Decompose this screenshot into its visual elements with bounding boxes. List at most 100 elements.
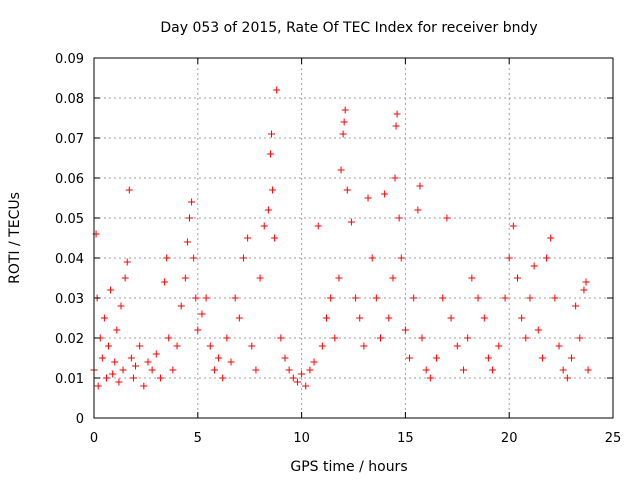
- data-point: [194, 326, 202, 334]
- data-point: [347, 218, 355, 226]
- data-point: [439, 294, 447, 302]
- data-point: [474, 294, 482, 302]
- chart-title: Day 053 of 2015, Rate Of TEC Index for r…: [160, 20, 537, 36]
- data-point: [555, 342, 563, 350]
- data-point: [414, 206, 422, 214]
- data-point: [505, 254, 513, 262]
- data-point: [572, 302, 580, 310]
- data-point: [551, 294, 559, 302]
- data-point: [547, 234, 555, 242]
- data-point: [343, 186, 351, 194]
- data-point: [117, 302, 125, 310]
- data-point: [443, 214, 451, 222]
- data-point: [198, 310, 206, 318]
- data-point: [418, 334, 426, 342]
- y-tick-label: 0.03: [55, 292, 84, 307]
- y-tick-label: 0: [76, 412, 84, 427]
- data-point: [129, 374, 137, 382]
- x-axis-label: GPS time / hours: [290, 459, 407, 475]
- data-point: [105, 342, 113, 350]
- data-point: [489, 366, 497, 374]
- data-point: [173, 342, 181, 350]
- data-point: [185, 214, 193, 222]
- data-point: [219, 374, 227, 382]
- data-point: [152, 350, 160, 358]
- data-point: [94, 382, 102, 390]
- data-point: [422, 366, 430, 374]
- data-point: [410, 294, 418, 302]
- data-point: [340, 118, 348, 126]
- plot-frame: [93, 57, 614, 419]
- data-point: [306, 366, 314, 374]
- data-point: [248, 342, 256, 350]
- data-point: [260, 222, 268, 230]
- data-point: [210, 366, 218, 374]
- data-point: [460, 366, 468, 374]
- data-point: [335, 274, 343, 282]
- data-point: [190, 254, 198, 262]
- data-point: [331, 334, 339, 342]
- data-point: [132, 362, 140, 370]
- data-point: [559, 366, 567, 374]
- y-axis-label: ROTI / TECUs: [7, 192, 23, 284]
- data-point: [580, 286, 588, 294]
- data-point: [360, 342, 368, 350]
- data-point: [447, 314, 455, 322]
- grid: [94, 58, 613, 418]
- data-point: [310, 358, 318, 366]
- data-point: [215, 354, 223, 362]
- data-points: [90, 86, 592, 390]
- data-point: [102, 374, 110, 382]
- x-tick-label: 5: [194, 431, 202, 446]
- data-point: [302, 382, 310, 390]
- data-point: [181, 274, 189, 282]
- data-point: [406, 354, 414, 362]
- y-tick-label: 0.07: [55, 132, 84, 147]
- data-point: [393, 110, 401, 118]
- data-point: [395, 214, 403, 222]
- data-point: [389, 274, 397, 282]
- data-point: [267, 130, 275, 138]
- data-point: [318, 342, 326, 350]
- data-point: [337, 166, 345, 174]
- data-point: [501, 294, 509, 302]
- data-point: [368, 254, 376, 262]
- data-point: [192, 294, 200, 302]
- data-point: [271, 234, 279, 242]
- data-point: [522, 334, 530, 342]
- data-point: [140, 382, 148, 390]
- data-point: [285, 366, 293, 374]
- data-point: [183, 238, 191, 246]
- data-point: [567, 354, 575, 362]
- data-point: [584, 366, 592, 374]
- data-point: [269, 186, 277, 194]
- data-point: [252, 366, 260, 374]
- data-point: [206, 342, 214, 350]
- data-point: [526, 294, 534, 302]
- data-point: [281, 354, 289, 362]
- data-point: [298, 370, 306, 378]
- data-point: [376, 334, 384, 342]
- data-point: [227, 358, 235, 366]
- data-point: [352, 294, 360, 302]
- data-point: [327, 294, 335, 302]
- data-point: [391, 174, 399, 182]
- data-point: [563, 374, 571, 382]
- y-tick-label: 0.09: [55, 52, 84, 67]
- data-point: [109, 370, 117, 378]
- data-point: [534, 326, 542, 334]
- data-point: [163, 254, 171, 262]
- data-point: [244, 234, 252, 242]
- data-point: [273, 86, 281, 94]
- data-point: [115, 378, 123, 386]
- data-point: [293, 378, 301, 386]
- data-point: [530, 262, 538, 270]
- data-point: [538, 354, 546, 362]
- data-point: [518, 314, 526, 322]
- data-point: [385, 314, 393, 322]
- data-point: [323, 314, 331, 322]
- data-point: [136, 342, 144, 350]
- data-point: [188, 198, 196, 206]
- x-tick-label: 0: [90, 431, 98, 446]
- data-point: [169, 366, 177, 374]
